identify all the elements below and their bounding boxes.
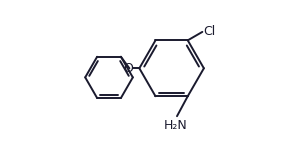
Text: O: O: [123, 62, 133, 75]
Text: Cl: Cl: [203, 25, 215, 38]
Text: H₂N: H₂N: [164, 119, 187, 132]
